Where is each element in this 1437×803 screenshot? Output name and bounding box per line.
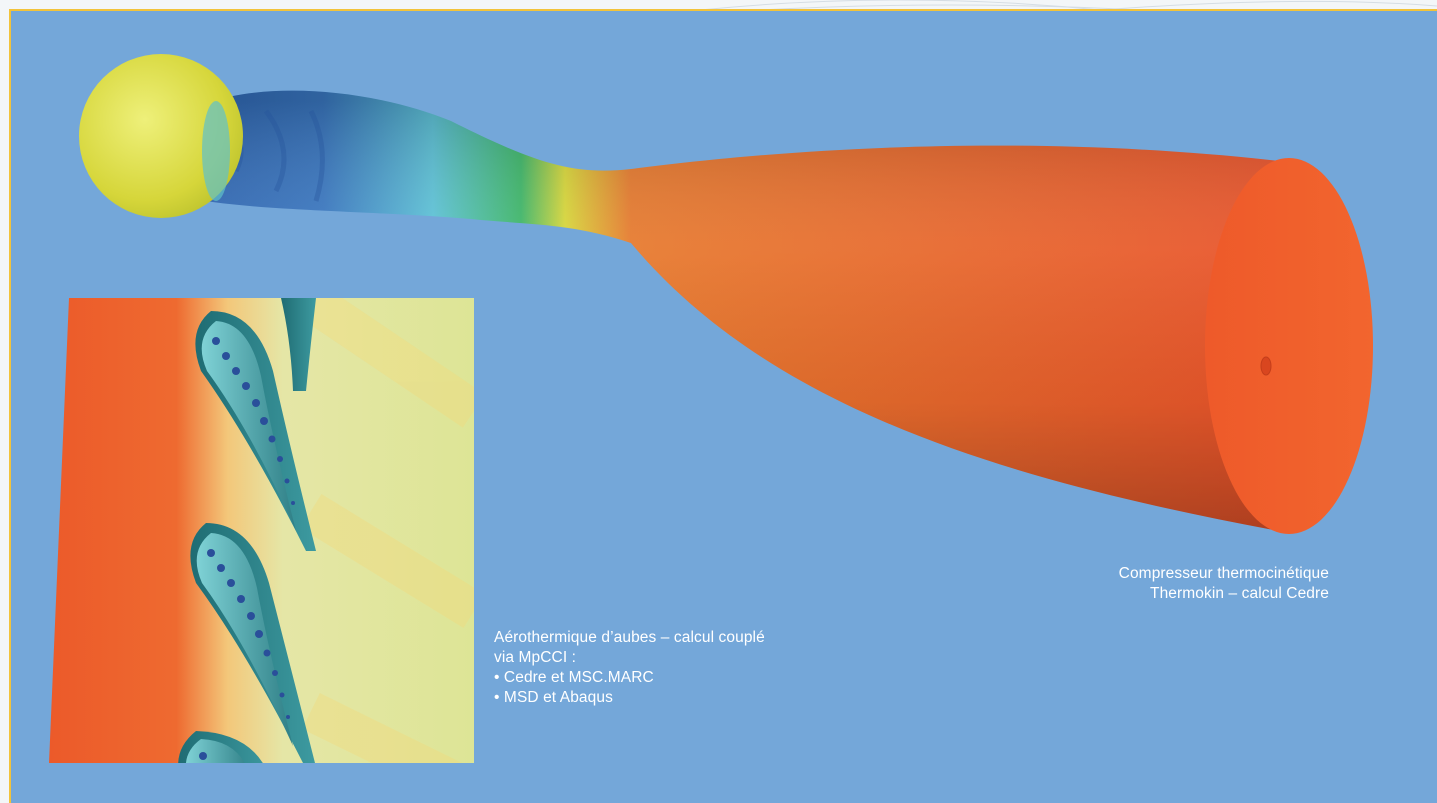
- blade-caption-line-1: Aérothermique d’aubes – calcul couplé: [494, 629, 765, 646]
- blade-caption: Aérothermique d’aubes – calcul couplé vi…: [494, 628, 874, 708]
- blade-caption-line-2: via MpCCI :: [494, 649, 577, 666]
- turbine-blade: [178, 731, 271, 763]
- blade-caption-bullet-1: • Cedre et MSC.MARC: [494, 669, 654, 686]
- turbine-blade: [281, 298, 316, 391]
- turbine-blade: [190, 523, 315, 763]
- simulation-visualization: [49, 54, 1373, 763]
- compressor-caption-line-1: Compresseur thermocinétique: [1118, 565, 1329, 582]
- compressor-model: [79, 54, 1373, 534]
- outlet-hole: [1260, 356, 1272, 376]
- illustration-panel: Compresseur thermocinétique Thermokin – …: [9, 9, 1437, 803]
- inlet-sphere: [79, 54, 243, 218]
- blade-field: [49, 298, 474, 763]
- turbine-blade: [195, 311, 316, 551]
- compressor-caption: Compresseur thermocinétique Thermokin – …: [1019, 564, 1329, 604]
- blade-caption-bullet-2: • MSD et Abaqus: [494, 689, 613, 706]
- compressor-end-cap: [1205, 158, 1373, 534]
- compressor-caption-line-2: Thermokin – calcul Cedre: [1150, 585, 1329, 602]
- blade-inset: [49, 298, 474, 763]
